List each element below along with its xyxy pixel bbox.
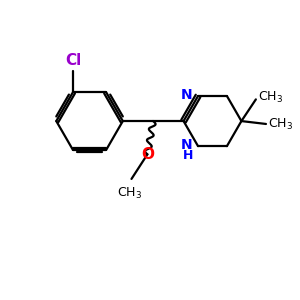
- Text: CH$_3$: CH$_3$: [268, 116, 293, 131]
- Text: O: O: [141, 147, 154, 162]
- Text: Cl: Cl: [65, 53, 81, 68]
- Text: CH$_3$: CH$_3$: [118, 186, 142, 201]
- Text: N: N: [181, 88, 193, 102]
- Text: N: N: [181, 138, 193, 152]
- Text: H: H: [182, 149, 193, 162]
- Text: CH$_3$: CH$_3$: [258, 90, 283, 106]
